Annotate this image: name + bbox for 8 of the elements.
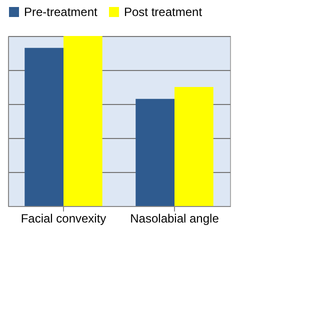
x-tick-label: Facial convexity bbox=[20, 212, 106, 226]
bar bbox=[136, 98, 174, 206]
bar bbox=[64, 36, 102, 206]
legend-label: Post treatment bbox=[124, 5, 203, 19]
legend-label: Pre-treatment bbox=[24, 5, 98, 19]
x-tick-label: Nasolabial angle bbox=[130, 212, 220, 226]
bar bbox=[174, 87, 214, 206]
bar bbox=[24, 48, 64, 206]
